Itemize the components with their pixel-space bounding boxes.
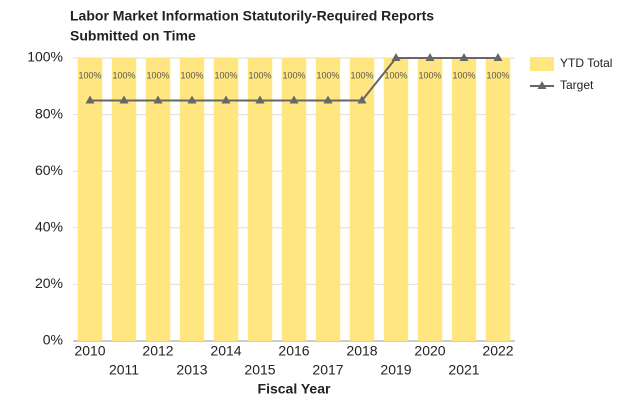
x-axis-label: Fiscal Year (258, 381, 331, 397)
bar (485, 58, 511, 341)
legend-swatch (530, 57, 554, 71)
marker (85, 95, 95, 104)
value-label: 100% (282, 70, 305, 80)
bar (451, 58, 477, 341)
bar (111, 58, 137, 341)
chart-title: Labor Market Information Statutorily-Req… (70, 8, 434, 24)
x-tick-label: 2015 (244, 362, 275, 378)
y-tick-label: 20% (35, 275, 63, 291)
marker (391, 53, 401, 61)
x-tick-label: 2011 (109, 362, 139, 378)
value-label: 100% (78, 70, 101, 80)
value-label: 100% (452, 70, 475, 80)
value-label: 100% (418, 70, 441, 80)
y-tick-label: 40% (35, 219, 63, 235)
value-label: 100% (112, 70, 135, 80)
value-label: 100% (350, 70, 373, 80)
x-tick-label: 2014 (210, 343, 241, 359)
value-label: 100% (384, 70, 407, 80)
value-label: 100% (316, 70, 339, 80)
marker (323, 95, 333, 104)
y-tick-label: 80% (35, 105, 63, 121)
bar (213, 58, 239, 341)
bar (315, 58, 341, 341)
x-tick-label: 2012 (142, 343, 173, 359)
value-label: 100% (248, 70, 271, 80)
x-tick-label: 2021 (448, 362, 479, 378)
chart-title: Submitted on Time (70, 28, 196, 44)
x-tick-label: 2020 (414, 343, 445, 359)
x-tick-label: 2018 (346, 343, 377, 359)
x-tick-label: 2017 (312, 362, 343, 378)
x-tick-label: 2019 (380, 362, 411, 378)
marker (357, 95, 367, 104)
marker (459, 53, 469, 61)
marker (119, 95, 129, 104)
legend-label: Target (560, 78, 594, 92)
y-tick-label: 0% (43, 332, 63, 348)
x-tick-label: 2013 (176, 362, 207, 378)
legend-label: YTD Total (560, 56, 612, 70)
value-label: 100% (146, 70, 169, 80)
bar (417, 58, 443, 341)
marker (425, 53, 435, 61)
bar (77, 58, 103, 341)
y-tick-label: 60% (35, 162, 63, 178)
bar (281, 58, 307, 341)
marker (493, 53, 503, 61)
legend-marker (537, 81, 547, 89)
x-tick-label: 2016 (278, 343, 309, 359)
y-tick-label: 100% (27, 49, 63, 65)
value-label: 100% (486, 70, 509, 80)
marker (255, 95, 265, 104)
x-tick-label: 2010 (74, 343, 105, 359)
bar (349, 58, 375, 341)
x-tick-label: 2022 (482, 343, 513, 359)
marker (153, 95, 163, 104)
marker (289, 95, 299, 104)
value-label: 100% (214, 70, 237, 80)
marker (187, 95, 197, 104)
bar (145, 58, 171, 341)
value-label: 100% (180, 70, 203, 80)
bar (179, 58, 205, 341)
bar (247, 58, 273, 341)
marker (221, 95, 231, 104)
bar (383, 58, 409, 341)
